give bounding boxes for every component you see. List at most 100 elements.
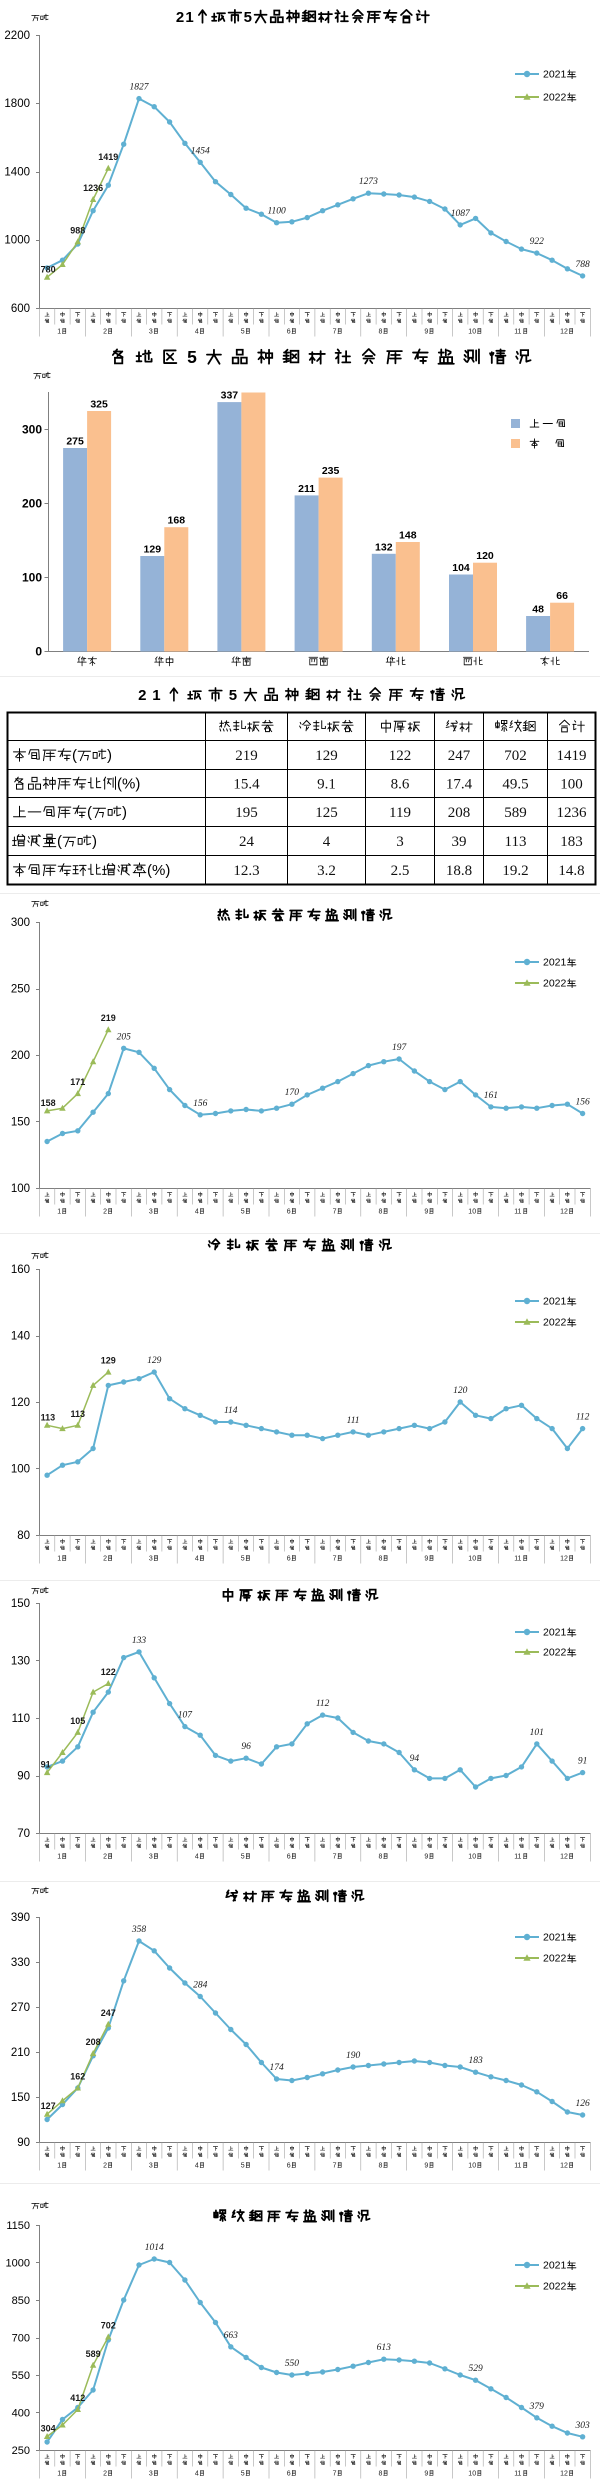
svg-text:120: 120 bbox=[476, 550, 494, 562]
svg-text:5: 5 bbox=[229, 687, 243, 704]
svg-text:1150: 1150 bbox=[6, 2220, 30, 2232]
svg-text:(%): (%) bbox=[117, 776, 140, 793]
svg-text:211: 211 bbox=[298, 483, 315, 495]
svg-text:101: 101 bbox=[530, 1728, 544, 1738]
svg-text:2.5: 2.5 bbox=[391, 863, 410, 879]
svg-text:66: 66 bbox=[556, 590, 568, 602]
svg-text:100: 100 bbox=[22, 570, 42, 584]
svg-text:150: 150 bbox=[11, 2092, 30, 2104]
svg-text:): ) bbox=[92, 833, 97, 850]
svg-text:133: 133 bbox=[132, 1636, 147, 1646]
svg-text:8.6: 8.6 bbox=[391, 777, 410, 793]
svg-text:129: 129 bbox=[147, 1356, 162, 1366]
svg-text:): ) bbox=[107, 747, 112, 764]
svg-text:247: 247 bbox=[448, 748, 471, 764]
svg-text:170: 170 bbox=[285, 1088, 300, 1098]
svg-text:126: 126 bbox=[575, 2099, 590, 2109]
svg-text:91: 91 bbox=[578, 1757, 588, 1767]
svg-text:197: 197 bbox=[392, 1043, 408, 1053]
svg-text:600: 600 bbox=[11, 303, 30, 315]
svg-text:200: 200 bbox=[22, 496, 42, 510]
svg-text:330: 330 bbox=[11, 1957, 30, 1969]
svg-text:270: 270 bbox=[11, 2002, 30, 2014]
svg-text:550: 550 bbox=[12, 2370, 30, 2382]
svg-text:190: 190 bbox=[346, 2051, 361, 2061]
svg-text:788: 788 bbox=[575, 260, 590, 270]
svg-text:(: ( bbox=[87, 804, 92, 821]
svg-text:1454: 1454 bbox=[191, 146, 210, 156]
svg-text:589: 589 bbox=[86, 2349, 101, 2359]
svg-text:183: 183 bbox=[560, 834, 583, 850]
svg-text:14.8: 14.8 bbox=[558, 863, 584, 879]
svg-text:337: 337 bbox=[221, 390, 239, 402]
svg-text:24: 24 bbox=[239, 834, 255, 850]
svg-text:90: 90 bbox=[17, 2137, 30, 2149]
svg-text:3: 3 bbox=[396, 834, 404, 850]
svg-text:140: 140 bbox=[11, 1330, 30, 1342]
svg-text:111: 111 bbox=[347, 1416, 360, 1426]
svg-text:5: 5 bbox=[187, 347, 205, 367]
svg-text:850: 850 bbox=[12, 2295, 30, 2307]
svg-text:122: 122 bbox=[101, 1667, 116, 1677]
svg-text:122: 122 bbox=[389, 748, 412, 764]
svg-text:304: 304 bbox=[41, 2424, 56, 2434]
svg-text:303: 303 bbox=[574, 2421, 590, 2431]
svg-text:158: 158 bbox=[41, 1098, 56, 1108]
svg-text:48: 48 bbox=[532, 604, 544, 616]
svg-text:3.2: 3.2 bbox=[317, 863, 336, 879]
svg-text:1800: 1800 bbox=[4, 98, 30, 110]
svg-text:390: 390 bbox=[11, 1912, 30, 1924]
svg-text:130: 130 bbox=[11, 1655, 30, 1667]
svg-text:113: 113 bbox=[71, 1409, 86, 1419]
svg-text:2200: 2200 bbox=[4, 30, 30, 42]
svg-text:110: 110 bbox=[12, 1713, 30, 1725]
svg-text:49.5: 49.5 bbox=[502, 777, 528, 793]
svg-text:529: 529 bbox=[468, 2364, 483, 2374]
svg-text:235: 235 bbox=[322, 465, 340, 477]
svg-text:100: 100 bbox=[560, 777, 583, 793]
svg-text:250: 250 bbox=[12, 2445, 30, 2457]
svg-text:1419: 1419 bbox=[98, 152, 118, 162]
svg-text:112: 112 bbox=[316, 1699, 330, 1709]
svg-text:120: 120 bbox=[453, 1386, 468, 1396]
svg-text:91: 91 bbox=[41, 1760, 51, 1770]
svg-text:70: 70 bbox=[17, 1828, 30, 1840]
svg-text:105: 105 bbox=[70, 1716, 85, 1726]
svg-text:358: 358 bbox=[131, 1925, 147, 1935]
svg-text:156: 156 bbox=[193, 1099, 208, 1109]
svg-text:200: 200 bbox=[11, 1050, 30, 1062]
svg-text:171: 171 bbox=[70, 1077, 85, 1087]
svg-text:0: 0 bbox=[35, 644, 42, 658]
svg-text:988: 988 bbox=[70, 225, 85, 235]
svg-text:1087: 1087 bbox=[451, 209, 471, 219]
svg-text:162: 162 bbox=[70, 2072, 85, 2082]
svg-text:5: 5 bbox=[244, 9, 254, 26]
svg-text:127: 127 bbox=[41, 2101, 56, 2111]
svg-text:150: 150 bbox=[11, 1598, 30, 1610]
svg-text:1236: 1236 bbox=[557, 805, 588, 821]
svg-text:161: 161 bbox=[484, 1091, 498, 1101]
svg-text:148: 148 bbox=[399, 530, 417, 542]
svg-text:129: 129 bbox=[144, 544, 162, 556]
svg-text:219: 219 bbox=[235, 748, 258, 764]
svg-text:39: 39 bbox=[452, 834, 467, 850]
svg-text:400: 400 bbox=[12, 2407, 30, 2419]
svg-text:132: 132 bbox=[375, 541, 393, 553]
svg-text:12.3: 12.3 bbox=[233, 863, 259, 879]
svg-text:1000: 1000 bbox=[6, 2257, 30, 2269]
svg-text:1100: 1100 bbox=[267, 207, 286, 217]
svg-text:208: 208 bbox=[448, 805, 471, 821]
svg-text:379: 379 bbox=[529, 2402, 545, 2412]
svg-text:300: 300 bbox=[11, 917, 30, 929]
svg-text:183: 183 bbox=[468, 2056, 483, 2066]
svg-text:174: 174 bbox=[269, 2063, 284, 2073]
svg-text:284: 284 bbox=[193, 1981, 208, 1991]
svg-text:247: 247 bbox=[101, 2008, 116, 2018]
svg-text:780: 780 bbox=[41, 264, 56, 274]
svg-text:4: 4 bbox=[323, 834, 331, 850]
svg-text:275: 275 bbox=[66, 436, 84, 448]
svg-text:156: 156 bbox=[575, 1098, 590, 1108]
svg-text:1236: 1236 bbox=[83, 183, 103, 193]
svg-text:663: 663 bbox=[224, 2331, 239, 2341]
svg-text:150: 150 bbox=[11, 1116, 30, 1128]
